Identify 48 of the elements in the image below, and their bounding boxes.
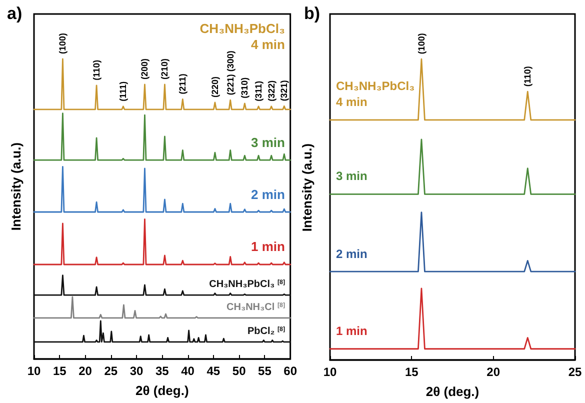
annotation: (210)	[160, 58, 170, 80]
x-tick-label: 25	[104, 364, 118, 378]
annotation: (111)	[118, 81, 128, 102]
text: 4 min	[251, 36, 285, 52]
chart-title: a)	[7, 4, 22, 23]
annotation: (110)	[92, 60, 102, 80]
x-tick-label: 50	[232, 364, 246, 378]
y-axis-title: Intensity (a.u.)	[300, 143, 314, 232]
annotation: (311)	[254, 80, 264, 102]
x-tick-label: 30	[130, 364, 144, 378]
x-tick-label: 35	[155, 364, 170, 378]
x-tick-label: 10	[27, 364, 41, 378]
chart-title: b)	[304, 4, 320, 23]
series-label: 3 min	[251, 134, 285, 150]
x-axis-title: 2θ (deg.)	[426, 384, 480, 399]
x-axis-title: 2θ (deg.)	[136, 383, 189, 398]
annotation: (322)	[266, 80, 276, 102]
x-tick-label: 15	[52, 364, 67, 378]
x-tick-label: 60	[284, 364, 298, 378]
series-label: CH₃NH₃PbCl₃ $^{[8]}$	[209, 279, 285, 290]
annotation: (211)	[178, 74, 188, 94]
x-tick-label: 25	[568, 365, 582, 379]
series-label: 1 min	[251, 239, 285, 254]
annotation: (321)	[279, 80, 290, 102]
x-tick-label: 40	[181, 364, 195, 378]
series-label: 2 min	[251, 186, 285, 202]
annotation: (110)	[522, 66, 533, 87]
series-label: 4 min	[336, 94, 368, 109]
series-label: 3 min	[336, 169, 368, 184]
x-tick-label: 55	[258, 364, 272, 378]
annotation: (100)	[58, 32, 68, 54]
x-tick-label: 20	[78, 364, 92, 378]
annotation: (200)	[140, 58, 150, 80]
annotation: (310)	[240, 77, 250, 98]
annotation: (100)	[416, 33, 426, 54]
annotation: (221) (300)	[225, 50, 236, 96]
annotation: CH₃NH₃PbCl₃	[336, 78, 415, 93]
x-tick-label: 45	[206, 364, 220, 378]
annotation: (220)	[210, 76, 220, 98]
series-label: 1 min	[336, 324, 368, 338]
text: CH₃NH₃PbCl₃	[200, 20, 285, 36]
series-label: CH₃NH₃Cl $^{[8]}$	[226, 302, 285, 313]
x-tick-label: 10	[323, 365, 337, 379]
y-axis-title: Intensity (a.u.)	[8, 142, 24, 231]
series-label: PbCl₂ $^{[8]}$	[247, 326, 285, 337]
series-label: 2 min	[336, 246, 368, 261]
x-tick-label: 15	[404, 365, 419, 379]
x-tick-label: 20	[486, 365, 500, 379]
